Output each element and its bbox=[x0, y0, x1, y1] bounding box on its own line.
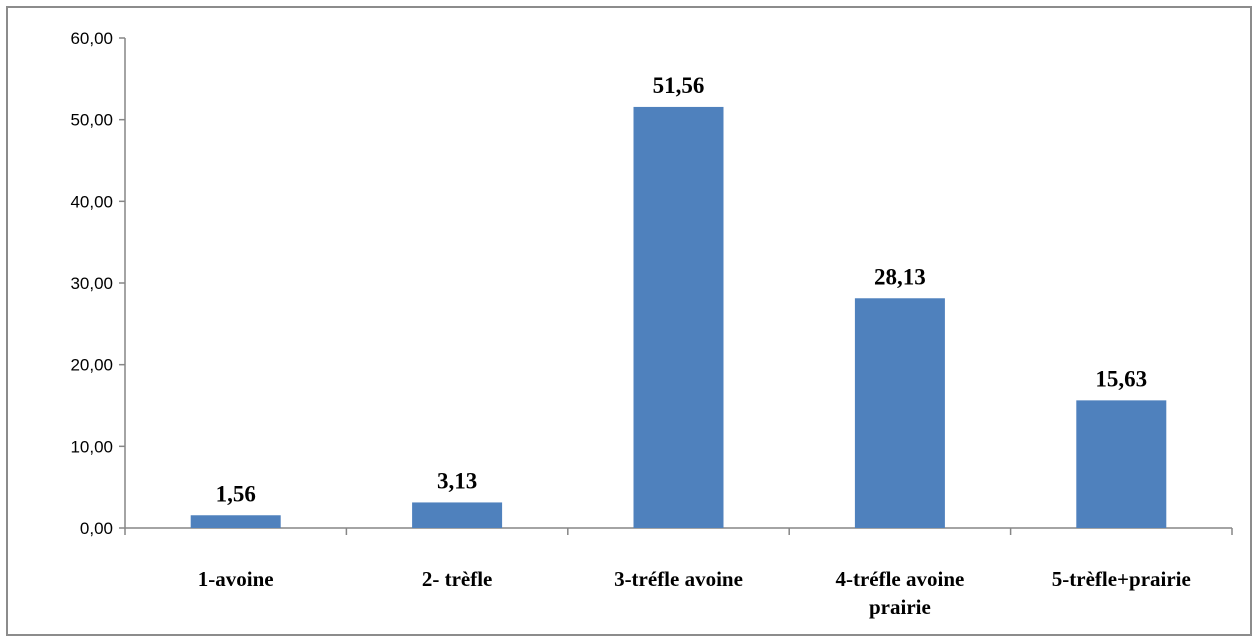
category-label: 1-avoine bbox=[198, 567, 274, 591]
data-label: 51,56 bbox=[653, 73, 705, 98]
x-axis: 1-avoine 2- trèfle 3-tréfle avoine 4-tréfle… bbox=[124, 527, 1233, 619]
data-label: 15,63 bbox=[1095, 366, 1147, 391]
category-label: 2- trèfle bbox=[422, 567, 493, 591]
category-label: prairie bbox=[869, 595, 931, 619]
chart-frame bbox=[6, 6, 1252, 636]
y-axis: 0,00 10,00 20,00 30,00 40,00 50,00 60,00 bbox=[70, 29, 126, 538]
y-tick-label: 40,00 bbox=[70, 192, 113, 211]
data-label: 28,13 bbox=[874, 264, 926, 289]
data-label: 1,56 bbox=[216, 481, 256, 506]
category-label: 5-trèfle+prairie bbox=[1052, 567, 1191, 591]
data-label: 3,13 bbox=[437, 468, 477, 493]
y-tick-label: 30,00 bbox=[70, 274, 113, 293]
y-tick-label: 10,00 bbox=[70, 437, 113, 456]
y-tick-label: 50,00 bbox=[70, 111, 113, 130]
bar bbox=[1076, 400, 1167, 528]
bar bbox=[412, 502, 503, 528]
data-labels: 1,56 3,13 51,56 28,13 15,63 bbox=[216, 73, 1148, 506]
y-tick-label: 60,00 bbox=[70, 29, 113, 48]
bar bbox=[190, 515, 281, 528]
y-tick-label: 0,00 bbox=[80, 519, 113, 538]
category-label: 4-tréfle avoine bbox=[835, 567, 964, 591]
bar bbox=[854, 298, 945, 528]
bar bbox=[633, 106, 724, 528]
bars bbox=[190, 106, 1167, 528]
category-label: 3-tréfle avoine bbox=[614, 567, 743, 591]
y-tick-label: 20,00 bbox=[70, 356, 113, 375]
